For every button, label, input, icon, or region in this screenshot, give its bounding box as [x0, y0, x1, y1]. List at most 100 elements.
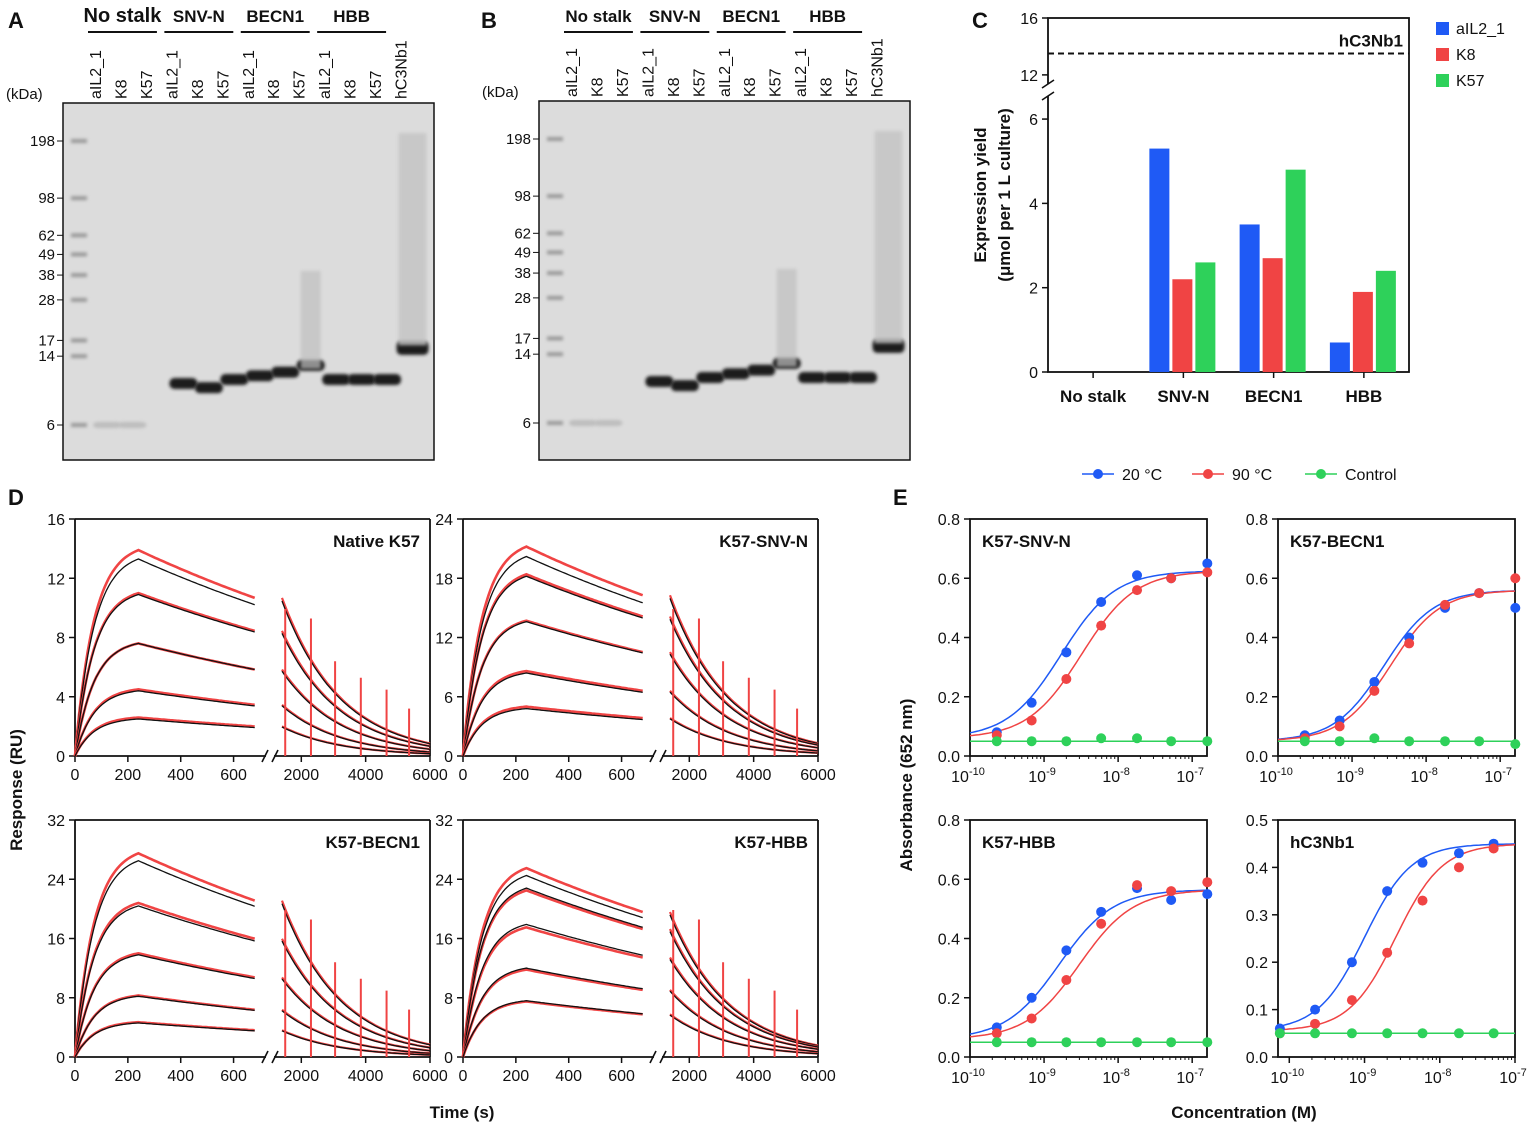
ladder-band — [547, 421, 563, 425]
x-tick-label: 400 — [555, 1068, 582, 1085]
gel-group-header: BECN1 — [722, 7, 780, 26]
panel-title: hC3Nb1 — [1290, 833, 1354, 852]
response-curve — [669, 690, 819, 752]
lane-label: aIL2_1 — [88, 50, 105, 99]
lane-label: K8 — [190, 79, 207, 99]
y-tick-label: 2 — [1029, 281, 1038, 298]
fit-curve — [74, 905, 255, 1058]
axis-break-mark — [261, 1050, 269, 1064]
x-category-label: SNV-N — [1157, 387, 1209, 406]
x-tick-label: 10-10 — [1259, 766, 1293, 786]
y-tick-label: 16 — [1020, 11, 1038, 28]
x-tick-label: 10-9 — [1336, 766, 1364, 786]
ladder-band — [547, 250, 563, 255]
protein-band — [169, 378, 198, 390]
y-tick-label: 16 — [47, 512, 65, 529]
legend-marker — [1093, 469, 1103, 479]
data-point — [1346, 1028, 1357, 1039]
marker-label: 198 — [506, 131, 531, 148]
marker-label: 198 — [30, 133, 55, 150]
data-point — [1096, 733, 1107, 744]
fit-curve — [462, 621, 643, 757]
y-tick-label: 0.6 — [1246, 571, 1268, 588]
fit-curve — [969, 570, 1207, 734]
fit-curve — [669, 653, 819, 749]
x-tick-label: 10-8 — [1410, 766, 1438, 786]
gel-group-header: No stalk — [565, 7, 632, 26]
panel-title: Native K57 — [333, 532, 420, 551]
y-tick-label: 0.6 — [938, 571, 960, 588]
data-point — [1510, 739, 1521, 750]
y-tick-label: 0 — [56, 1050, 65, 1067]
protein-band — [696, 372, 725, 384]
tick-base: 10 — [1499, 1070, 1517, 1087]
data-point — [1310, 1018, 1321, 1029]
plot-frame — [969, 518, 1208, 757]
lane-label: K57 — [691, 68, 708, 97]
lane-smear — [300, 270, 321, 369]
reference-label: hC3Nb1 — [1339, 32, 1403, 51]
panel-label-D: D — [8, 485, 24, 510]
lane-label: aIL2_1 — [241, 50, 258, 99]
fit-curve — [1277, 844, 1516, 1031]
y-axis-label-E: Absorbance (652 nm) — [897, 699, 916, 872]
panel-label-E: E — [893, 485, 908, 510]
fit-curve — [281, 978, 431, 1052]
tick-base: 10 — [1102, 1070, 1120, 1087]
x-tick-label: 6000 — [800, 1068, 836, 1085]
data-point — [1346, 995, 1357, 1006]
x-category-label: No stalk — [1060, 387, 1127, 406]
lane-label: aIL2_1 — [164, 50, 181, 99]
y-tick-label: 32 — [47, 813, 65, 830]
fit-curve — [74, 954, 255, 1058]
fit-curve — [669, 959, 819, 1050]
y-axis-label: Expression yield — [971, 127, 990, 262]
ladder-band — [547, 271, 563, 276]
y-tick-label: 0.4 — [938, 932, 960, 949]
response-curve — [668, 594, 819, 745]
y-tick-label: 16 — [47, 932, 65, 949]
data-point — [1132, 1037, 1143, 1048]
fit-curve — [1277, 590, 1516, 741]
x-tick-label: 10-8 — [1102, 1067, 1130, 1087]
x-tick-label: 10-9 — [1028, 1067, 1056, 1087]
fit-curve — [669, 598, 819, 745]
protein-band — [645, 376, 674, 388]
x-axis-label-D: Time (s) — [430, 1103, 495, 1122]
response-curve — [461, 669, 643, 757]
response-curve — [73, 591, 256, 757]
fit-curve — [669, 990, 819, 1053]
tick-base: 10 — [1102, 769, 1120, 786]
y-tick-label: 0.4 — [938, 631, 960, 648]
x-tick-label: 10-7 — [1176, 766, 1204, 786]
fit-curve — [969, 571, 1208, 737]
gel-B: No stalk SNV-N BECN1 HBB aIL2_1 K8 K57 aIL2_1 K8… — [482, 7, 911, 461]
y-tick-label: 18 — [435, 571, 453, 588]
data-point — [1166, 736, 1177, 747]
response-curve — [73, 548, 256, 757]
gel-A: No stalk SNV-N BECN1 HBB aIL2_1 K8 K57 aIL2_1 K8… — [6, 5, 435, 461]
x-tick-label: 4000 — [736, 767, 772, 784]
response-curve — [73, 901, 256, 1058]
fit-curve — [462, 672, 643, 757]
data-point — [1453, 1028, 1464, 1039]
data-point — [1202, 567, 1213, 578]
y-tick-label: 0.0 — [1246, 749, 1268, 766]
data-point — [1417, 857, 1428, 868]
data-point — [1132, 585, 1143, 596]
data-point — [1096, 918, 1107, 929]
marker-label: 17 — [38, 332, 55, 349]
dose-response-panel: 0.00.20.40.60.810-10 10-9 10-8 10-7K57-SNV-… — [938, 512, 1213, 786]
data-point — [1132, 570, 1143, 581]
legend-entry: 90 °C — [1232, 467, 1272, 484]
data-point — [991, 736, 1002, 747]
fit-curve — [281, 726, 431, 755]
x-tick-label: 600 — [220, 767, 247, 784]
legend-entry: K8 — [1456, 47, 1476, 64]
data-point — [1417, 895, 1428, 906]
ladder-band — [71, 139, 87, 143]
sensorgram-panel: 0 6 12 18 24 0 200 400 600 2000 4000 6000 K57-SNV-N — [435, 512, 836, 784]
x-tick-label: 10-10 — [1270, 1067, 1304, 1087]
lane-label: K8 — [666, 77, 683, 97]
data-point — [1453, 848, 1464, 859]
